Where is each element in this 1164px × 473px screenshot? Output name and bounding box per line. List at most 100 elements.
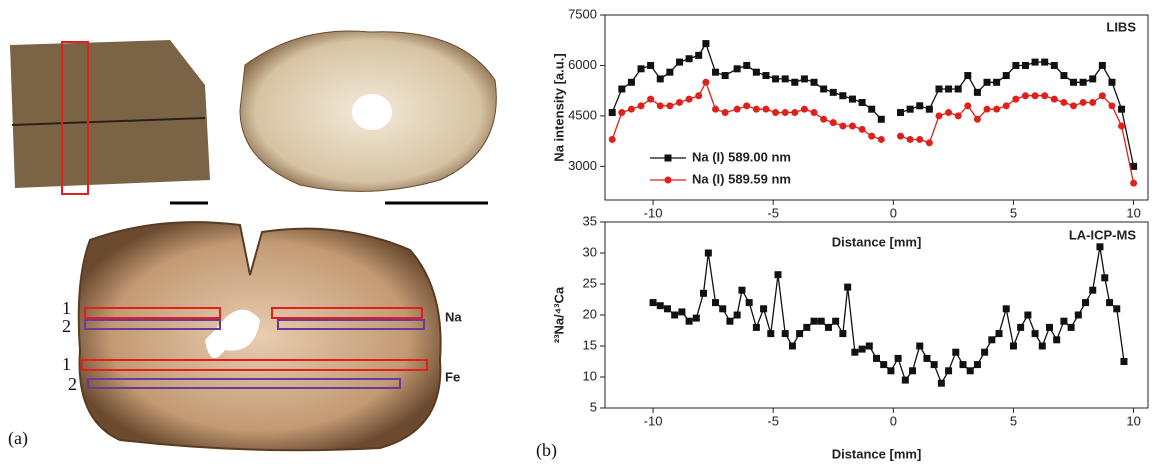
point [774,271,782,279]
point [1060,72,1068,80]
point [954,112,962,120]
point [1106,299,1114,307]
point [877,135,885,143]
scan-line [271,307,423,319]
y-tick-label: 10 [583,368,597,383]
point [880,361,888,369]
point [1108,102,1116,110]
panel-label: (b) [536,440,557,461]
scan-line [277,319,425,330]
point [1002,72,1010,80]
point [983,105,991,113]
point [1118,122,1126,130]
point [627,105,635,113]
point [868,105,876,113]
point [993,78,1001,86]
point [781,75,789,83]
point [930,361,938,369]
point [1041,92,1049,100]
point [894,354,902,362]
point [973,361,981,369]
point [935,85,943,93]
point [848,95,856,103]
plot-frame [604,14,1149,201]
x-tick-label: 0 [890,205,897,220]
point [656,302,664,310]
x-tick-label: -5 [767,413,779,428]
point [733,311,741,319]
point [685,95,693,103]
point [1070,78,1078,86]
point [820,115,828,123]
y-tick-label: 25 [583,275,597,290]
point [897,132,905,140]
point [1021,61,1029,69]
x-axis-label: Distance [mm] [832,446,922,461]
point [712,68,720,76]
point [966,367,974,375]
point [1009,342,1017,350]
chart-title: LIBS [1106,19,1136,34]
point [858,125,866,133]
line-label: 1 [62,298,71,318]
point [647,95,655,103]
point [733,65,741,73]
line-label: 1 [62,354,71,374]
point [906,135,914,143]
point [791,78,799,86]
panel-label: (a) [8,428,28,449]
point [832,317,840,325]
x-tick-label: -10 [644,413,663,428]
y-axis-label: ²³Na/⁴³Ca [551,286,566,343]
x-tick-label: 5 [1010,205,1017,220]
point [719,305,727,313]
point [733,105,741,113]
y-tick-label: 4500 [568,107,597,122]
y-tick-label: 15 [583,337,597,352]
point [923,354,931,362]
point [803,323,811,331]
scan-line [87,378,401,389]
scan-line [81,359,428,371]
legend-label: Na (I) 589.59 nm [692,171,791,186]
point [1021,92,1029,100]
x-tick-label: 10 [1126,205,1140,220]
point [916,102,924,110]
point [1031,58,1039,66]
point [726,317,734,325]
point [952,348,960,356]
chart-title: LA-ICP-MS [1069,227,1136,242]
point [1045,323,1053,331]
point [959,361,967,369]
point [981,348,989,356]
bone-line [11,117,206,126]
point [647,61,655,69]
point [656,75,664,83]
point [1113,305,1121,313]
point [810,317,818,325]
legend-marker [664,176,672,184]
y-tick-label: 3000 [568,158,597,173]
point [858,98,866,106]
point [704,249,712,257]
point [767,330,775,338]
point [925,139,933,147]
point [791,109,799,117]
point [721,72,729,80]
point [1053,336,1061,344]
point [906,105,914,113]
point [685,317,693,325]
point [1012,95,1020,103]
point [752,68,760,76]
point [1098,92,1106,100]
point [666,68,674,76]
point [685,55,693,63]
point [865,342,873,350]
point [820,85,828,93]
point [618,85,626,93]
point [800,105,808,113]
point [901,376,909,384]
point [1082,299,1090,307]
point [993,105,1001,113]
